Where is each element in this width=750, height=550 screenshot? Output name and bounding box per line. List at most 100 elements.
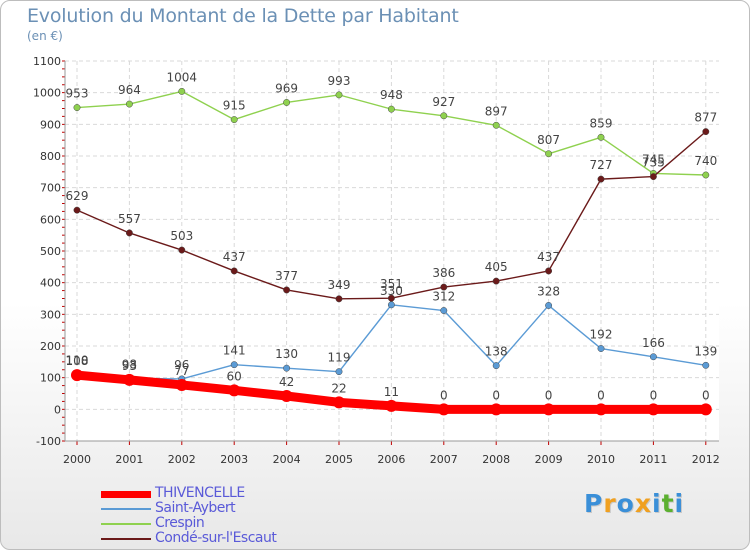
data-point-saint-aybert bbox=[597, 345, 605, 352]
logo-letter: t bbox=[661, 489, 675, 518]
data-label-crespin: 948 bbox=[380, 88, 403, 102]
x-tick-label: 2006 bbox=[377, 453, 405, 466]
data-point-cond-sur-l-escaut bbox=[125, 229, 133, 237]
legend-label: THIVENCELLE bbox=[155, 485, 245, 501]
data-label-saint-aybert: 96 bbox=[174, 358, 189, 372]
data-label-crespin: 740 bbox=[694, 154, 717, 168]
data-point-cond-sur-l-escaut bbox=[492, 277, 500, 285]
logo-letter: r bbox=[603, 489, 617, 518]
data-point-cond-sur-l-escaut bbox=[545, 267, 553, 275]
legend-swatch bbox=[101, 508, 151, 510]
data-label-thivencelle: 108 bbox=[66, 354, 89, 368]
x-tick-label: 2008 bbox=[482, 453, 510, 466]
y-tick-label: 1000 bbox=[33, 87, 61, 100]
data-point-cond-sur-l-escaut bbox=[73, 206, 81, 214]
data-label-thivencelle: 22 bbox=[331, 381, 346, 395]
data-point-crespin bbox=[387, 105, 395, 113]
legend-label: Condé-sur-l'Escaut bbox=[155, 530, 277, 546]
data-label-saint-aybert: 98 bbox=[122, 357, 137, 371]
data-label-cond-sur-l-escaut: 503 bbox=[170, 229, 193, 243]
data-label-crespin: 915 bbox=[223, 99, 246, 113]
logo-letter: P bbox=[584, 489, 604, 518]
legend-swatch bbox=[101, 491, 151, 498]
data-point-cond-sur-l-escaut bbox=[178, 246, 186, 254]
data-point-thivencelle bbox=[595, 403, 607, 416]
chart-title: Evolution du Montant de la Dette par Hab… bbox=[27, 5, 459, 27]
legend-swatch bbox=[101, 538, 151, 540]
data-label-crespin: 859 bbox=[590, 116, 613, 130]
data-point-crespin bbox=[230, 116, 238, 124]
data-point-saint-aybert bbox=[230, 361, 238, 369]
data-label-thivencelle: 77 bbox=[174, 364, 189, 378]
y-tick-label: 0 bbox=[54, 403, 61, 416]
data-point-crespin bbox=[335, 91, 343, 99]
x-tick-label: 2000 bbox=[63, 453, 91, 466]
data-point-thivencelle bbox=[280, 390, 293, 403]
data-label-cond-sur-l-escaut: 377 bbox=[275, 269, 298, 283]
x-tick-label: 2001 bbox=[115, 453, 143, 466]
data-label-thivencelle: 0 bbox=[597, 388, 605, 402]
data-label-cond-sur-l-escaut: 629 bbox=[66, 189, 89, 203]
data-point-cond-sur-l-escaut bbox=[230, 267, 238, 275]
y-tick-label: 700 bbox=[40, 182, 61, 195]
x-tick-label: 2005 bbox=[325, 453, 353, 466]
logo-letter: o bbox=[616, 489, 635, 518]
x-tick-label: 2011 bbox=[639, 453, 667, 466]
legend-label: Saint-Aybert bbox=[155, 500, 236, 516]
data-point-thivencelle bbox=[228, 384, 241, 397]
data-point-saint-aybert bbox=[492, 362, 500, 370]
data-point-crespin bbox=[125, 100, 133, 108]
data-label-crespin: 745 bbox=[642, 152, 665, 166]
y-tick-label: 900 bbox=[40, 118, 61, 131]
data-label-thivencelle: 0 bbox=[492, 388, 500, 402]
data-label-thivencelle: 0 bbox=[650, 388, 658, 402]
data-label-thivencelle: 93 bbox=[122, 359, 137, 373]
data-label-cond-sur-l-escaut: 877 bbox=[694, 111, 717, 125]
data-point-crespin bbox=[73, 104, 81, 112]
data-point-saint-aybert bbox=[545, 302, 553, 309]
y-tick-label: 800 bbox=[40, 150, 61, 163]
data-label-thivencelle: 42 bbox=[279, 375, 294, 389]
data-point-thivencelle bbox=[647, 403, 660, 416]
data-point-thivencelle bbox=[699, 403, 712, 416]
y-tick-label: 300 bbox=[40, 308, 61, 321]
data-point-thivencelle bbox=[71, 369, 83, 382]
y-tick-label: 200 bbox=[40, 340, 61, 353]
data-label-saint-aybert: 130 bbox=[275, 347, 298, 361]
data-label-crespin: 927 bbox=[432, 95, 455, 109]
data-label-thivencelle: 60 bbox=[227, 369, 242, 383]
x-tick-label: 2007 bbox=[430, 453, 458, 466]
data-point-crespin bbox=[492, 121, 500, 129]
data-point-thivencelle bbox=[175, 378, 188, 391]
x-tick-label: 2012 bbox=[692, 453, 720, 466]
logo-letter: x bbox=[634, 489, 652, 518]
data-label-cond-sur-l-escaut: 351 bbox=[380, 277, 403, 291]
legend-label: Crespin bbox=[155, 515, 205, 531]
data-label-saint-aybert: 141 bbox=[223, 344, 246, 358]
logo-letter: i bbox=[652, 489, 662, 518]
data-label-saint-aybert: 119 bbox=[328, 351, 351, 365]
data-point-crespin bbox=[597, 133, 605, 141]
data-point-thivencelle bbox=[542, 403, 555, 416]
data-point-saint-aybert bbox=[335, 368, 343, 376]
data-label-crespin: 993 bbox=[328, 74, 351, 88]
data-label-saint-aybert: 330 bbox=[380, 284, 403, 298]
data-point-cond-sur-l-escaut bbox=[335, 295, 343, 303]
legend-swatch bbox=[101, 523, 151, 525]
data-label-thivencelle: 0 bbox=[545, 388, 553, 402]
chart-unit-label: (en €) bbox=[27, 29, 63, 43]
data-point-crespin bbox=[440, 112, 448, 120]
data-point-saint-aybert bbox=[283, 364, 291, 372]
y-tick-label: 1100 bbox=[33, 55, 61, 68]
data-label-saint-aybert: 138 bbox=[485, 345, 508, 359]
data-label-thivencelle: 0 bbox=[702, 388, 710, 402]
data-point-thivencelle bbox=[333, 396, 345, 409]
data-label-cond-sur-l-escaut: 557 bbox=[118, 212, 141, 226]
data-label-saint-aybert: 166 bbox=[642, 336, 665, 350]
logo-letter: i bbox=[674, 489, 685, 518]
data-point-crespin bbox=[545, 150, 553, 158]
data-label-cond-sur-l-escaut: 437 bbox=[223, 250, 246, 264]
data-label-cond-sur-l-escaut: 386 bbox=[432, 266, 455, 280]
